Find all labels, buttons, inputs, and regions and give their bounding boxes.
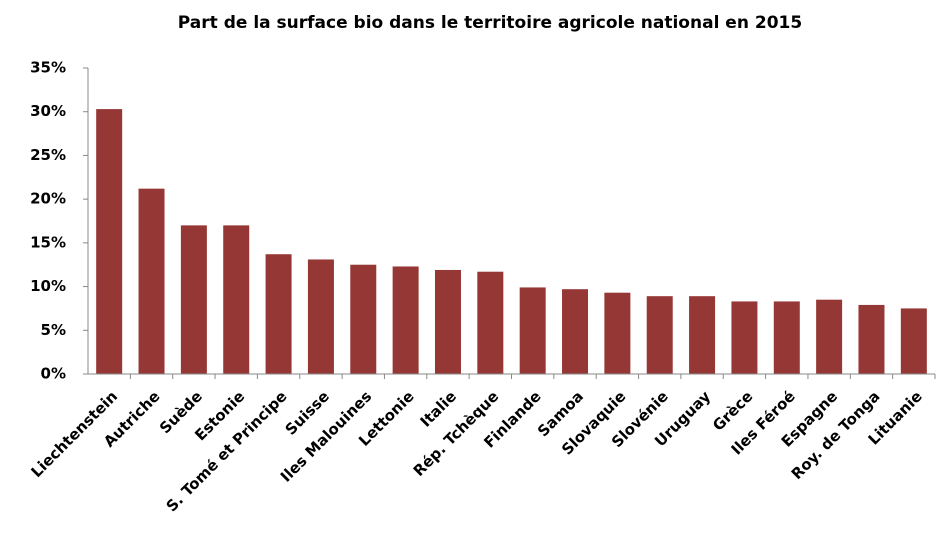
bar — [350, 264, 377, 374]
bar — [562, 289, 589, 374]
y-tick-label: 15% — [30, 233, 66, 251]
y-tick-label: 30% — [30, 102, 66, 120]
chart-title: Part de la surface bio dans le territoir… — [178, 13, 802, 33]
bar — [223, 225, 250, 374]
bar — [858, 304, 885, 374]
y-tick-label: 25% — [30, 146, 66, 164]
y-tick-label: 0% — [41, 365, 66, 383]
y-tick-label: 5% — [41, 321, 66, 339]
bar — [138, 188, 165, 374]
bar — [307, 259, 334, 374]
bar — [434, 269, 461, 374]
bar — [900, 308, 927, 374]
bar — [646, 296, 673, 374]
bar — [689, 296, 716, 374]
bar — [392, 266, 419, 374]
bar — [265, 254, 292, 374]
y-tick-label: 20% — [30, 190, 66, 208]
bar — [96, 109, 123, 374]
y-tick-label: 10% — [30, 277, 66, 295]
bar — [731, 301, 758, 374]
y-tick-label: 35% — [30, 59, 66, 77]
bar — [773, 301, 800, 374]
bar — [604, 292, 631, 374]
bar — [816, 299, 843, 374]
bar — [180, 225, 207, 374]
bar — [519, 287, 546, 374]
bar — [477, 271, 504, 374]
